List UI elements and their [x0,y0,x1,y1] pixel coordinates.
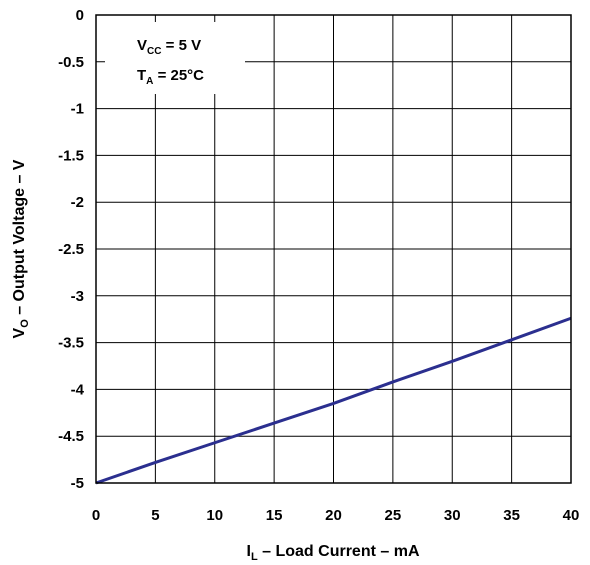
x-tick-label: 35 [503,507,520,524]
x-tick-label: 20 [325,507,342,524]
y-tick-label: -3 [71,288,84,305]
y-axis-title: VO – Output Voltage – V [11,159,31,338]
annotation-ta: TA = 25°C [137,67,204,87]
y-tick-label: -2 [71,194,84,211]
y-tick-label: -5 [71,475,84,492]
y-tick-label: -1.5 [58,147,84,164]
x-tick-label: 40 [563,507,580,524]
x-tick-label: 0 [92,507,100,524]
conditions-annotation: VCC = 5 V TA = 25°C [105,22,245,94]
y-tick-label: 0 [76,7,84,24]
x-tick-label: 30 [444,507,461,524]
annotation-background [105,22,245,94]
x-tick-labels: 0 5 10 15 20 25 30 35 40 [92,507,580,524]
y-tick-label: -3.5 [58,335,84,352]
y-tick-label: -1 [71,101,84,118]
x-axis-title: IL – Load Current – mA [247,543,420,563]
y-tick-labels: 0 -0.5 -1 -1.5 -2 -2.5 -3 -3.5 -4 -4.5 -5 [58,7,85,492]
y-tick-label: -2.5 [58,241,84,258]
x-tick-label: 5 [151,507,159,524]
annotation-vcc: VCC = 5 V [137,37,201,57]
series-line [95,316,572,485]
series-layer [95,316,572,485]
y-tick-label: -4.5 [58,428,84,445]
x-tick-label: 15 [266,507,283,524]
y-tick-label: -4 [71,381,85,398]
x-tick-label: 10 [206,507,223,524]
x-tick-label: 25 [385,507,402,524]
plot-frame [95,14,572,484]
y-tick-label: -0.5 [58,54,84,71]
